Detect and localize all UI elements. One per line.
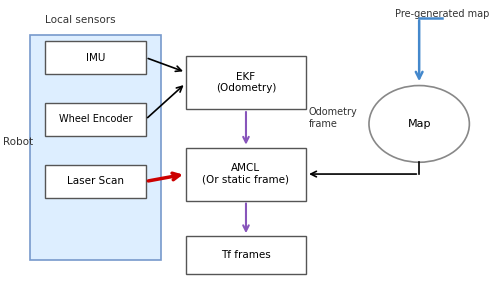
Text: Pre-generated map: Pre-generated map (394, 9, 488, 19)
FancyBboxPatch shape (45, 165, 145, 198)
FancyBboxPatch shape (45, 103, 145, 136)
Text: IMU: IMU (86, 53, 105, 63)
Text: Local sensors: Local sensors (45, 15, 116, 25)
Text: Robot: Robot (3, 137, 33, 147)
FancyBboxPatch shape (185, 236, 306, 274)
FancyBboxPatch shape (45, 41, 145, 74)
Ellipse shape (368, 86, 468, 162)
FancyBboxPatch shape (185, 56, 306, 109)
Text: Odometry
frame: Odometry frame (308, 107, 357, 129)
FancyBboxPatch shape (30, 35, 160, 260)
FancyBboxPatch shape (185, 148, 306, 201)
Text: Laser Scan: Laser Scan (67, 176, 124, 186)
Text: AMCL
(Or static frame): AMCL (Or static frame) (202, 163, 289, 185)
Text: Tf frames: Tf frames (220, 250, 271, 260)
Text: Wheel Encoder: Wheel Encoder (59, 114, 132, 124)
Text: Map: Map (407, 119, 430, 129)
Text: EKF
(Odometry): EKF (Odometry) (215, 72, 276, 94)
